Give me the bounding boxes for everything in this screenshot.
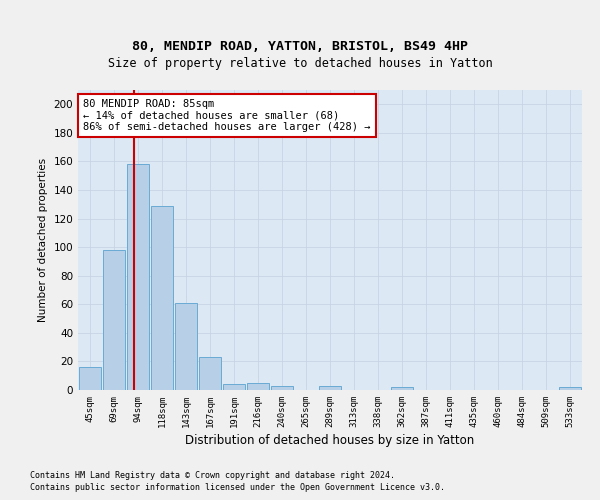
Bar [223,384,245,390]
Text: Contains public sector information licensed under the Open Government Licence v3: Contains public sector information licen… [30,483,445,492]
Text: Size of property relative to detached houses in Yatton: Size of property relative to detached ho… [107,57,493,70]
Text: Contains HM Land Registry data © Crown copyright and database right 2024.: Contains HM Land Registry data © Crown c… [30,470,395,480]
Text: 80 MENDIP ROAD: 85sqm
← 14% of detached houses are smaller (68)
86% of semi-deta: 80 MENDIP ROAD: 85sqm ← 14% of detached … [83,99,371,132]
Bar [151,206,173,390]
Bar [559,387,581,390]
Bar [271,386,293,390]
Y-axis label: Number of detached properties: Number of detached properties [38,158,48,322]
Text: 80, MENDIP ROAD, YATTON, BRISTOL, BS49 4HP: 80, MENDIP ROAD, YATTON, BRISTOL, BS49 4… [132,40,468,52]
Bar [79,367,101,390]
Bar [175,303,197,390]
Bar [199,357,221,390]
Bar [103,250,125,390]
X-axis label: Distribution of detached houses by size in Yatton: Distribution of detached houses by size … [185,434,475,447]
Bar [247,383,269,390]
Bar [391,387,413,390]
Bar [127,164,149,390]
Bar [319,386,341,390]
